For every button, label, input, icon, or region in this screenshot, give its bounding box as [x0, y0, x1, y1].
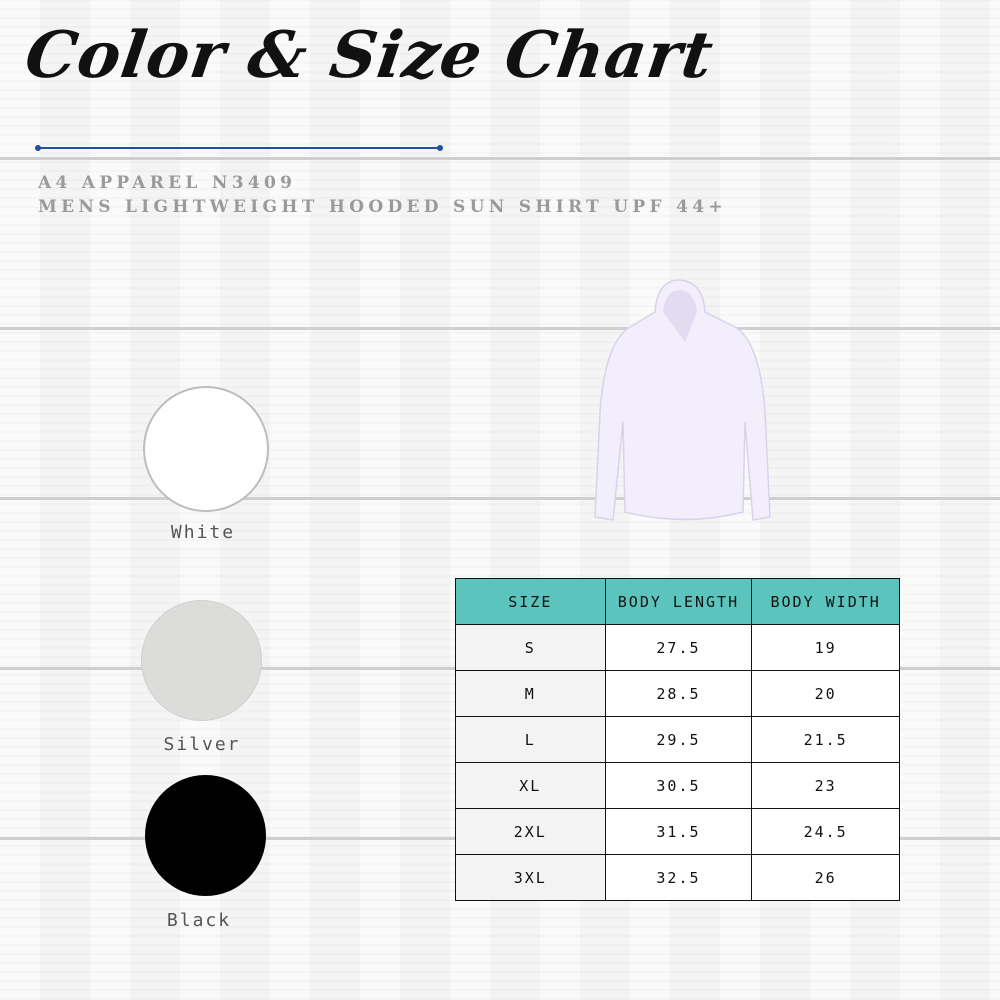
color-label: Silver	[163, 734, 241, 755]
color-swatch-black[interactable]	[145, 775, 266, 896]
length-cell: 32.5	[604, 854, 753, 901]
brand-line: A4 APPAREL N3409	[38, 173, 297, 193]
color-swatch-silver[interactable]	[141, 600, 262, 721]
width-cell: 24.5	[751, 808, 900, 855]
size-cell: L	[455, 716, 606, 763]
length-cell: 30.5	[604, 762, 753, 809]
size-cell: S	[455, 624, 606, 671]
width-cell: 23	[751, 762, 900, 809]
length-cell: 29.5	[604, 716, 753, 763]
title-underline	[38, 147, 440, 149]
divider	[0, 327, 1000, 330]
table-row: M 28.5 20	[455, 670, 900, 717]
table-row: S 27.5 19	[455, 624, 900, 671]
table-row: 2XL 31.5 24.5	[455, 808, 900, 855]
width-cell: 19	[751, 624, 900, 671]
color-label: Black	[166, 910, 232, 931]
page-title: Color & Size Chart	[20, 18, 719, 93]
table-row: 3XL 32.5 26	[455, 854, 900, 901]
underline-dot	[35, 145, 41, 151]
color-swatch-white[interactable]	[143, 386, 269, 512]
table-row: L 29.5 21.5	[455, 716, 900, 763]
product-line: MENS LIGHTWEIGHT HOODED SUN SHIRT UPF 44…	[38, 197, 727, 217]
size-cell: XL	[455, 762, 606, 809]
length-cell: 27.5	[604, 624, 753, 671]
width-cell: 26	[751, 854, 900, 901]
size-cell: 2XL	[455, 808, 606, 855]
width-cell: 21.5	[751, 716, 900, 763]
width-cell: 20	[751, 670, 900, 717]
underline-dot	[437, 145, 443, 151]
size-cell: M	[455, 670, 606, 717]
table-header-row: SIZE BODY LENGTH BODY WIDTH	[455, 578, 900, 625]
divider	[0, 497, 1000, 500]
hoodie-image	[594, 279, 771, 521]
header-size: SIZE	[455, 578, 606, 625]
table-row: XL 30.5 23	[455, 762, 900, 809]
length-cell: 28.5	[604, 670, 753, 717]
header-body-length: BODY LENGTH	[604, 578, 753, 625]
size-table: SIZE BODY LENGTH BODY WIDTH S 27.5 19 M 28.…	[455, 578, 900, 901]
header-body-width: BODY WIDTH	[751, 578, 900, 625]
size-cell: 3XL	[455, 854, 606, 901]
color-label: White	[170, 522, 236, 543]
length-cell: 31.5	[604, 808, 753, 855]
divider	[0, 157, 1000, 160]
